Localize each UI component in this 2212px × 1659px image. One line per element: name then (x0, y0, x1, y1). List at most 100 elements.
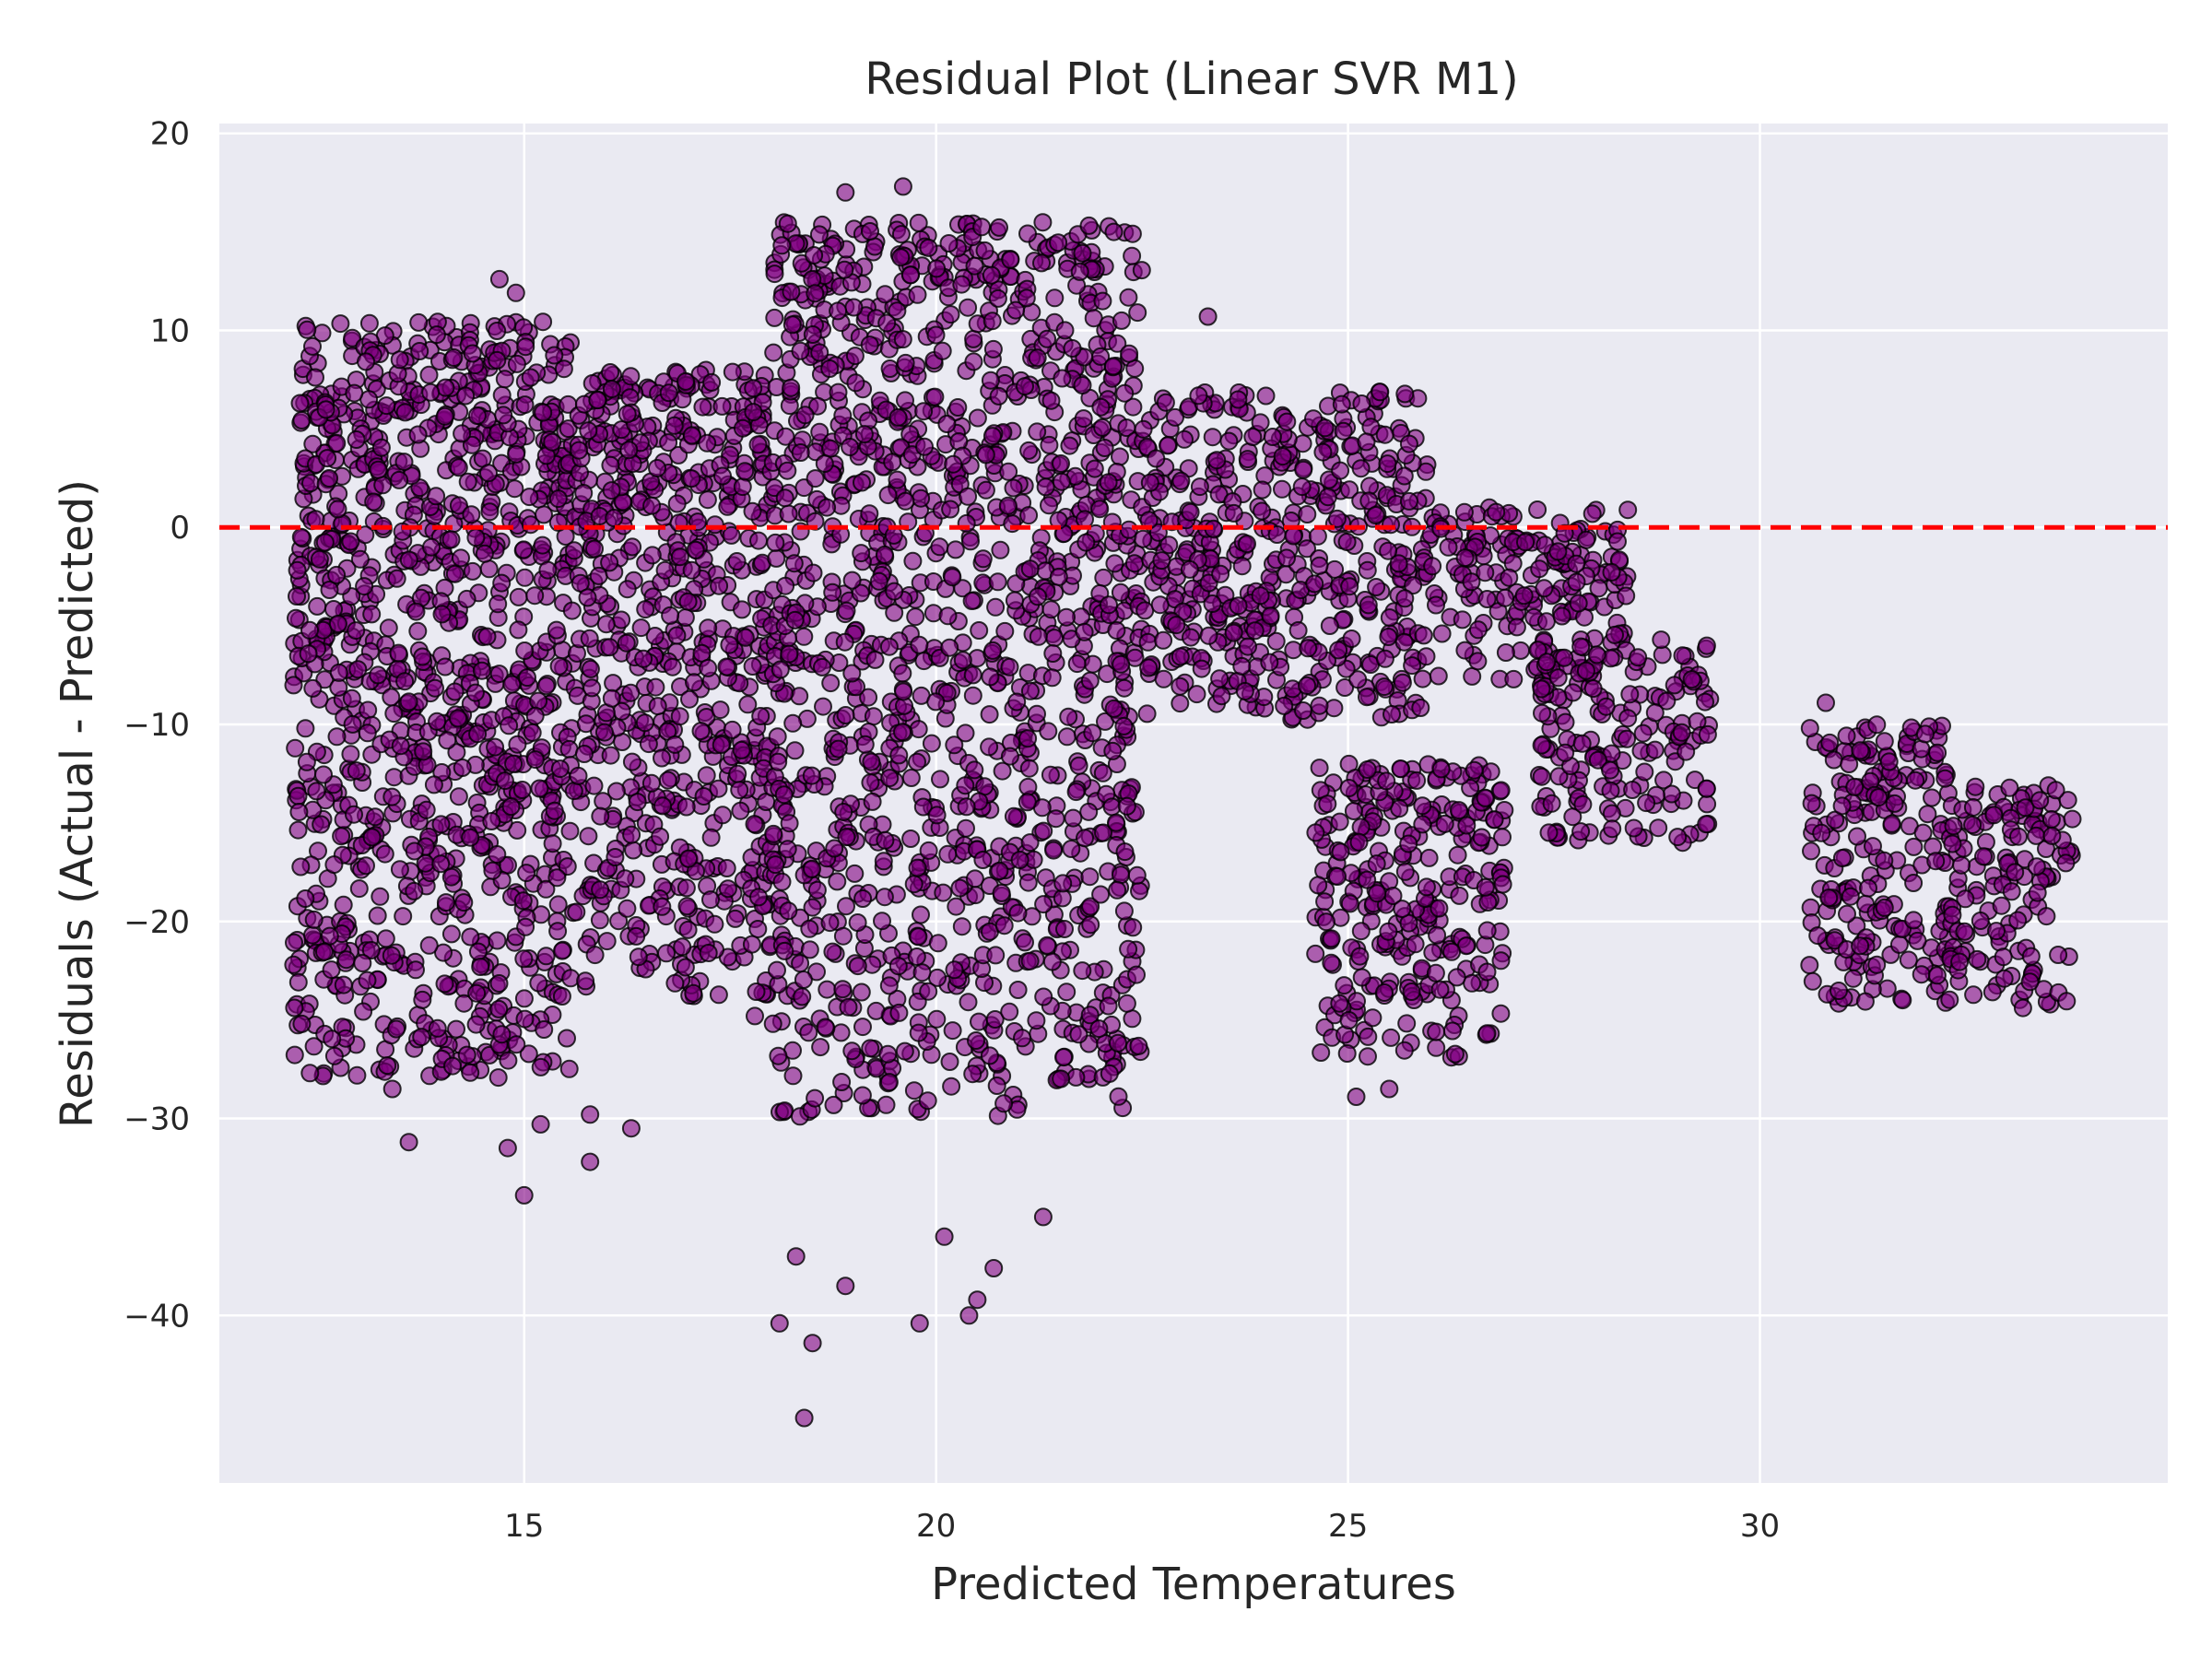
data-point (820, 913, 840, 933)
data-point (1487, 502, 1506, 522)
data-point (1076, 510, 1094, 529)
data-point (1491, 951, 1511, 971)
data-point (567, 902, 586, 922)
data-point (1057, 607, 1076, 627)
data-point (1070, 262, 1089, 281)
data-point (1875, 732, 1894, 751)
data-point (1496, 643, 1515, 662)
data-point (432, 605, 452, 624)
data-point (764, 343, 783, 362)
data-point (1402, 982, 1421, 1001)
data-point (315, 533, 335, 552)
data-point (1968, 949, 1987, 969)
data-point (635, 713, 654, 733)
data-point (1528, 500, 1547, 519)
data-point (457, 1045, 477, 1065)
data-point (552, 987, 571, 1006)
data-point (1983, 982, 2002, 1002)
data-point (733, 477, 752, 497)
data-point (1427, 595, 1445, 615)
data-point (779, 901, 798, 921)
data-point (507, 354, 526, 373)
data-point (941, 305, 960, 324)
data-point (1375, 983, 1394, 1002)
data-point (904, 875, 924, 894)
data-point (814, 697, 832, 716)
data-point (945, 735, 964, 755)
data-point (495, 771, 514, 791)
data-point (291, 527, 311, 547)
data-point (523, 723, 542, 742)
data-point (888, 407, 908, 427)
data-point (1454, 502, 1474, 522)
data-point (285, 1045, 304, 1065)
data-point (1672, 723, 1691, 742)
data-point (1041, 765, 1060, 784)
data-point (1171, 647, 1190, 666)
data-point (1273, 447, 1292, 466)
data-point (973, 549, 993, 569)
data-point (878, 1044, 898, 1064)
data-point (1034, 821, 1053, 841)
data-point (394, 453, 414, 472)
data-point (1817, 693, 1835, 712)
data-point (769, 752, 788, 771)
data-point (877, 313, 897, 333)
data-point (785, 610, 805, 629)
data-point (1167, 616, 1186, 635)
data-point (1457, 816, 1477, 835)
data-point (723, 720, 742, 739)
data-point (1140, 473, 1159, 492)
data-point (1327, 509, 1347, 528)
data-point (1571, 637, 1591, 656)
data-point (1000, 1002, 1019, 1021)
data-point (1112, 865, 1130, 885)
data-point (1229, 596, 1248, 616)
data-point (320, 926, 339, 946)
data-point (1645, 740, 1665, 759)
data-point (906, 607, 925, 627)
data-point (1251, 586, 1270, 606)
data-point (300, 620, 319, 640)
data-point (1567, 572, 1586, 592)
data-point (621, 1119, 641, 1138)
data-point (893, 723, 912, 742)
data-point (422, 537, 441, 557)
data-point (1347, 1088, 1366, 1106)
data-point (837, 828, 856, 847)
data-point (1083, 724, 1102, 743)
data-point (1380, 608, 1399, 628)
data-point (909, 927, 928, 947)
data-point (1020, 951, 1040, 971)
data-point (927, 806, 947, 825)
data-point (316, 400, 335, 419)
data-point (1476, 788, 1495, 807)
data-point (1535, 579, 1554, 598)
data-point (989, 386, 1008, 406)
data-point (623, 537, 642, 557)
data-point (705, 515, 724, 535)
data-point (778, 461, 797, 480)
data-point (909, 1023, 928, 1042)
data-point (986, 597, 1006, 617)
data-point (1040, 435, 1059, 454)
data-point (624, 841, 643, 860)
data-point (842, 1041, 862, 1061)
data-point (622, 752, 641, 771)
data-point (1081, 915, 1100, 935)
data-point (833, 926, 853, 946)
data-point (1019, 759, 1039, 778)
data-point (1485, 810, 1504, 830)
data-point (1306, 944, 1325, 963)
data-point (1130, 881, 1148, 900)
data-point (447, 743, 466, 762)
data-point (1337, 1044, 1357, 1063)
data-point (1904, 874, 1924, 892)
data-point (601, 363, 620, 382)
data-point (883, 453, 902, 472)
data-point (775, 1101, 794, 1121)
data-point (1411, 699, 1430, 717)
data-point (893, 664, 912, 683)
data-point (366, 807, 385, 827)
data-point (794, 627, 814, 646)
